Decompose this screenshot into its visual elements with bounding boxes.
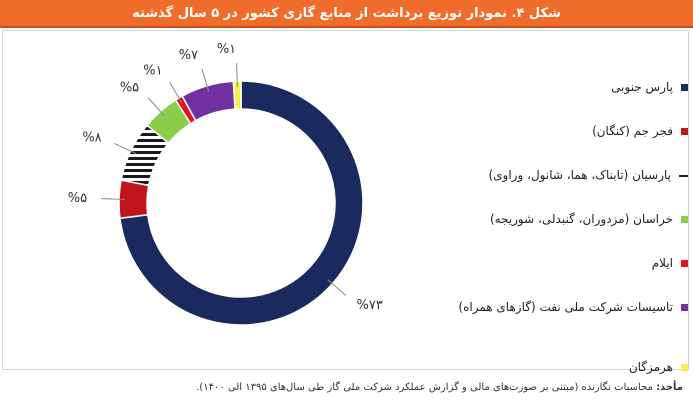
donut-chart: %۷۳ %۵ %۸ %۵ %۱ %۷ %۱ bbox=[68, 42, 383, 326]
legend-swatch bbox=[681, 84, 688, 91]
legend-label: فجر جم (کنگان) bbox=[592, 124, 673, 138]
legend-item: پارسیان (تابناک، هما، شانول، وراوی) bbox=[448, 165, 688, 185]
legend-item: فجر جم (کنگان) bbox=[448, 121, 688, 141]
data-label: %۱ bbox=[143, 63, 162, 78]
data-label: %۸ bbox=[82, 130, 101, 145]
legend-label: خراسان (مزدوران، گنبدلی، شوریجه) bbox=[489, 212, 673, 226]
legend-swatch bbox=[681, 304, 688, 311]
legend-swatch bbox=[681, 128, 688, 135]
leader-line bbox=[236, 63, 238, 88]
source-prefix: مأخذ: bbox=[656, 382, 683, 393]
legend-label: پارسیان (تابناک، هما، شانول، وراوی) bbox=[488, 168, 671, 182]
legend-swatch bbox=[679, 174, 688, 177]
legend-item: تاسیسات شرکت ملی نفت (گازهای همراه) bbox=[448, 297, 688, 317]
chart-frame: %۷۳ %۵ %۸ %۵ %۱ %۷ %۱ پارس جنوبی فجر جم (کنگان… bbox=[2, 30, 689, 374]
legend-swatch bbox=[681, 216, 688, 223]
legend-item: پارس جنوبی bbox=[448, 77, 688, 97]
legend-label: ایلام bbox=[651, 256, 673, 270]
legend-item: هرمزگان bbox=[448, 357, 688, 377]
data-label: %۱ bbox=[217, 42, 236, 57]
leader-line bbox=[327, 279, 347, 296]
legend-item: ایلام bbox=[448, 253, 688, 273]
legend-item: خراسان (مزدوران، گنبدلی، شوریجه) bbox=[448, 209, 688, 229]
source-note: مأخذ: محاسبات نگارنده (مبتنی بر صورت‌های… bbox=[10, 382, 683, 393]
legend-label: پارس جنوبی bbox=[611, 80, 673, 94]
legend-label: هرمزگان bbox=[628, 360, 673, 374]
legend-swatch bbox=[681, 364, 688, 371]
legend-label: تاسیسات شرکت ملی نفت (گازهای همراه) bbox=[458, 300, 673, 314]
leader-line bbox=[114, 142, 137, 155]
leader-line bbox=[201, 68, 210, 92]
data-label: %۷ bbox=[179, 48, 198, 63]
leader-line bbox=[101, 198, 126, 200]
donut-slice bbox=[119, 80, 364, 326]
leader-line bbox=[148, 97, 165, 117]
data-label: %۵ bbox=[120, 80, 139, 95]
data-label: %۷۳ bbox=[357, 298, 383, 313]
source-text: محاسبات نگارنده (مبتنی بر صورت‌های مالی … bbox=[196, 382, 653, 393]
donut-slice bbox=[232, 80, 242, 110]
leader-line bbox=[169, 82, 183, 104]
legend-swatch bbox=[681, 260, 688, 267]
data-label: %۵ bbox=[68, 191, 87, 206]
figure-title: شکل ۴. نمودار توزیع برداشت از منابع گازی… bbox=[0, 0, 693, 28]
